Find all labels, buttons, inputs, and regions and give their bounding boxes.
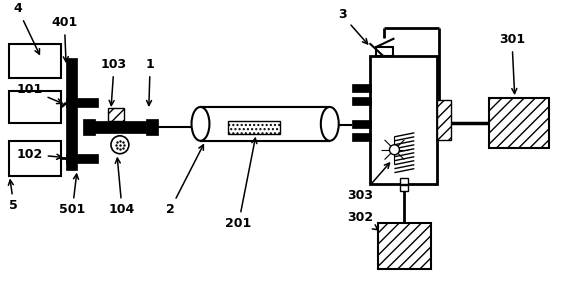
Text: 302: 302 bbox=[348, 211, 378, 230]
Bar bbox=[401, 178, 409, 184]
Text: 101: 101 bbox=[16, 83, 62, 104]
Bar bbox=[351, 120, 370, 128]
Ellipse shape bbox=[191, 107, 209, 141]
Bar bbox=[66, 98, 98, 107]
Text: 3: 3 bbox=[338, 8, 368, 44]
Bar bbox=[437, 100, 451, 140]
Bar bbox=[9, 44, 61, 78]
Bar bbox=[201, 107, 330, 141]
Text: 102: 102 bbox=[16, 148, 62, 161]
Text: 303: 303 bbox=[348, 163, 390, 202]
Text: 2: 2 bbox=[166, 145, 203, 216]
Bar bbox=[146, 119, 158, 135]
Bar bbox=[228, 121, 280, 134]
Bar bbox=[9, 141, 61, 176]
Text: 103: 103 bbox=[101, 58, 127, 106]
Bar bbox=[66, 58, 77, 170]
Text: 5: 5 bbox=[8, 180, 18, 212]
Circle shape bbox=[390, 145, 399, 155]
Bar bbox=[351, 84, 370, 92]
Bar bbox=[351, 97, 370, 105]
Bar bbox=[376, 47, 394, 56]
Bar bbox=[351, 133, 370, 141]
Bar bbox=[94, 121, 146, 133]
Bar bbox=[401, 185, 409, 191]
Bar bbox=[9, 91, 61, 123]
Bar bbox=[83, 119, 95, 135]
Text: 1: 1 bbox=[146, 58, 154, 105]
Ellipse shape bbox=[321, 107, 339, 141]
Bar bbox=[108, 108, 124, 121]
Text: 401: 401 bbox=[51, 16, 77, 62]
Bar bbox=[377, 223, 431, 269]
Text: 301: 301 bbox=[499, 33, 525, 94]
Text: 4: 4 bbox=[13, 3, 39, 54]
Text: 501: 501 bbox=[59, 174, 86, 216]
Bar bbox=[489, 98, 549, 148]
Bar bbox=[369, 56, 437, 184]
Text: 201: 201 bbox=[225, 138, 257, 230]
Bar bbox=[66, 154, 98, 163]
Text: 104: 104 bbox=[109, 158, 135, 216]
Circle shape bbox=[111, 136, 129, 154]
